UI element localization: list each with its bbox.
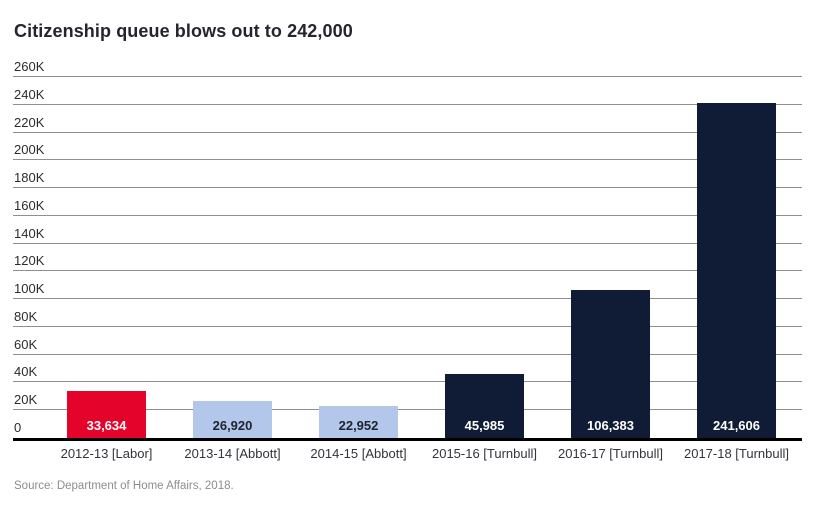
bar-value-label: 241,606	[713, 418, 760, 433]
bar-value-label: 106,383	[587, 418, 634, 433]
gridline	[13, 103, 802, 105]
x-axis-line	[13, 438, 802, 441]
y-tick-label: 60K	[14, 336, 38, 352]
bar-2016-17	[571, 290, 650, 438]
gridline	[13, 214, 802, 216]
gridline	[13, 187, 802, 189]
x-category-label: 2017-18 [Turnbull]	[683, 446, 790, 461]
x-category-label: 2012-13 [Labor]	[60, 446, 153, 461]
y-tick-label: 20K	[14, 392, 38, 408]
y-tick-label: 140K	[14, 225, 45, 241]
y-tick-label: 260K	[14, 59, 45, 74]
x-category-label: 2014-15 [Abbott]	[310, 446, 407, 461]
x-category-label: 2013-14 [Abbott]	[184, 446, 281, 461]
gridline	[13, 353, 802, 355]
y-tick-label: 160K	[14, 197, 45, 213]
bar-value-label: 26,920	[212, 418, 253, 433]
gridline	[13, 242, 802, 244]
gridline	[13, 325, 802, 327]
bar-2014-15	[319, 406, 398, 438]
bar-2012-13	[67, 391, 146, 438]
y-tick-label: 180K	[14, 170, 45, 186]
bar-value-label: 22,952	[338, 418, 379, 433]
chart-title: Citizenship queue blows out to 242,000	[14, 21, 353, 41]
gridline	[13, 270, 802, 272]
y-tick-label: 120K	[14, 253, 45, 269]
y-tick-label: 200K	[14, 142, 45, 158]
bar-value-label: 45,985	[464, 418, 505, 433]
x-category-label: 2016-17 [Turnbull]	[557, 446, 664, 461]
gridline	[13, 409, 802, 411]
bar-2017-18	[697, 102, 776, 438]
bar-chart-plot: 0 20K 40K 60K 80K 100K 120K 140K 160K 180K 200K 220…	[13, 60, 802, 461]
x-category-label: 2015-16 [Turnbull]	[431, 446, 538, 461]
gridline	[13, 76, 802, 77]
bar-2013-14	[193, 400, 272, 438]
gridline	[13, 298, 802, 300]
y-tick-label: 40K	[14, 364, 38, 380]
bar-2015-16	[445, 374, 524, 438]
bar-value-label: 33,634	[86, 418, 127, 433]
y-tick-label: 240K	[14, 86, 45, 102]
source-note: Source: Department of Home Affairs, 2018…	[14, 480, 234, 492]
gridline	[13, 381, 802, 383]
y-tick-label: 0	[14, 420, 22, 435]
y-tick-label: 100K	[14, 281, 45, 297]
y-tick-label: 220K	[14, 114, 45, 130]
gridline	[13, 131, 802, 133]
gridline	[13, 159, 802, 161]
y-tick-label: 80K	[14, 308, 38, 324]
